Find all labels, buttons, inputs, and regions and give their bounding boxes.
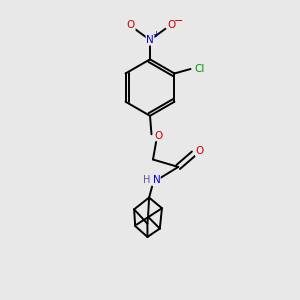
Text: +: + (152, 30, 159, 39)
Text: −: − (173, 16, 183, 26)
Text: O: O (155, 131, 163, 141)
Text: O: O (127, 20, 135, 30)
Text: H: H (143, 175, 150, 185)
Text: O: O (196, 146, 204, 156)
Text: N: N (153, 175, 160, 185)
Text: Cl: Cl (194, 64, 205, 74)
Text: O: O (167, 20, 175, 30)
Text: N: N (146, 35, 154, 45)
